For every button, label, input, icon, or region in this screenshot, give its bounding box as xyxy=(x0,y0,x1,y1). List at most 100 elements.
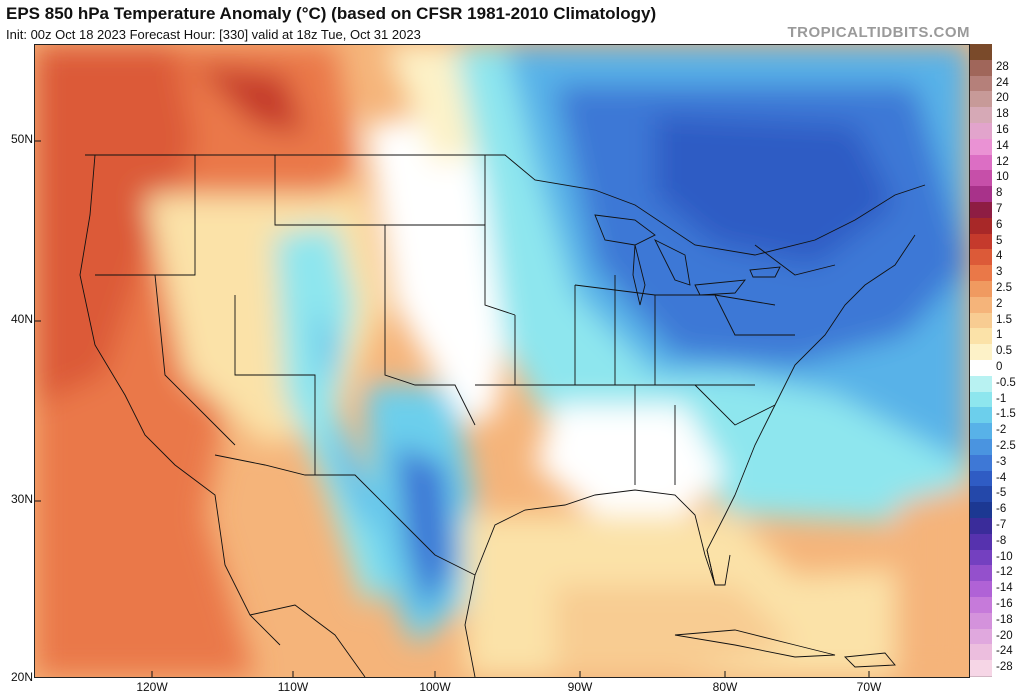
colorbar-level: -10 xyxy=(970,549,1022,567)
colorbar-label: 24 xyxy=(996,76,1009,89)
colorbar-swatch xyxy=(970,154,992,172)
colorbar-label: 1 xyxy=(996,329,1003,342)
colorbar-swatch xyxy=(970,612,992,630)
colorbar-level: -18 xyxy=(970,612,1022,630)
colorbar-level: 4 xyxy=(970,249,1022,267)
lon-label-120w: 120W xyxy=(136,680,168,694)
colorbar-level: -28 xyxy=(970,660,1022,677)
colorbar-label: 1.5 xyxy=(996,313,1012,326)
colorbar-level: 7 xyxy=(970,202,1022,219)
colorbar-level: 1.5 xyxy=(970,312,1022,330)
colorbar-label: 20 xyxy=(996,92,1009,105)
colorbar-swatch xyxy=(970,312,992,330)
colorbar-label: -7 xyxy=(996,519,1007,531)
colorbar-swatch xyxy=(970,533,992,551)
colorbar-level: 28 xyxy=(970,59,1022,77)
colorbar-swatch xyxy=(970,75,992,93)
colorbar-level: 8 xyxy=(970,186,1022,203)
lon-label-70w: 70W xyxy=(856,680,882,694)
colorbar-swatch xyxy=(970,296,992,314)
colorbar: 28 24 20 18 16 14 12 10 8 7 6 5 4 3 2.5 2 1.5 1 0.5 0 -0.5 -1… xyxy=(970,44,1022,677)
boundary-lines xyxy=(79,154,926,677)
colorbar-swatch xyxy=(970,454,992,472)
colorbar-label: 18 xyxy=(996,108,1009,121)
colorbar-level: -1.5 xyxy=(970,407,1022,425)
colorbar-swatch xyxy=(970,281,992,298)
colorbar-level: -2 xyxy=(970,423,1022,440)
colorbar-label: 16 xyxy=(996,124,1009,136)
map-svg xyxy=(35,45,969,677)
colorbar-swatch xyxy=(970,518,992,535)
colorbar-level: -7 xyxy=(970,518,1022,535)
colorbar-label: -28 xyxy=(996,661,1013,674)
lon-label-100w: 100W xyxy=(419,680,451,694)
colorbar-level: -12 xyxy=(970,565,1022,583)
axis-ticks xyxy=(35,140,870,677)
colorbar-swatch xyxy=(970,360,992,377)
colorbar-level: 24 xyxy=(970,75,1022,93)
colorbar-label: 10 xyxy=(996,171,1009,184)
colorbar-label: -14 xyxy=(996,582,1013,595)
anomaly-field xyxy=(35,45,969,677)
colorbar-level: 20 xyxy=(970,91,1022,109)
colorbar-level: 14 xyxy=(970,138,1022,156)
colorbar-level: -5 xyxy=(970,486,1022,504)
colorbar-swatch xyxy=(970,328,992,346)
colorbar-swatch xyxy=(970,91,992,109)
colorbar-swatch xyxy=(970,344,992,361)
colorbar-level: -0.5 xyxy=(970,375,1022,393)
colorbar-label: -4 xyxy=(996,471,1007,484)
colorbar-label: -5 xyxy=(996,487,1007,500)
colorbar-level: 6 xyxy=(970,217,1022,235)
colorbar-label: -2 xyxy=(996,424,1007,437)
colorbar-label: 4 xyxy=(996,250,1003,263)
colorbar-level: 2 xyxy=(970,296,1022,314)
colorbar-label: -3 xyxy=(996,455,1007,468)
colorbar-label: 3 xyxy=(996,266,1003,279)
colorbar-level: -14 xyxy=(970,581,1022,598)
colorbar-level: -16 xyxy=(970,597,1022,614)
colorbar-label: -0.5 xyxy=(996,376,1016,389)
colorbar-swatch xyxy=(970,407,992,425)
colorbar-swatch xyxy=(970,660,992,677)
colorbar-label: -16 xyxy=(996,598,1013,610)
colorbar-level: 0.5 xyxy=(970,344,1022,361)
colorbar-level: -1 xyxy=(970,391,1022,409)
colorbar-label: 6 xyxy=(996,218,1003,231)
colorbar-swatch xyxy=(970,439,992,456)
lon-label-90w: 90W xyxy=(567,680,593,694)
lat-label-20n: 20N xyxy=(10,670,33,684)
colorbar-swatch xyxy=(970,170,992,188)
colorbar-swatch xyxy=(970,581,992,598)
colorbar-swatch xyxy=(970,597,992,614)
colorbar-level: -3 xyxy=(970,454,1022,472)
colorbar-level xyxy=(970,44,1022,61)
colorbar-level: -4 xyxy=(970,470,1022,488)
colorbar-label: -1 xyxy=(996,392,1007,405)
colorbar-level: 1 xyxy=(970,328,1022,346)
colorbar-level: 18 xyxy=(970,107,1022,124)
colorbar-label: 5 xyxy=(996,234,1003,247)
map-title: EPS 850 hPa Temperature Anomaly (°C) (ba… xyxy=(6,4,657,23)
colorbar-swatch xyxy=(970,486,992,504)
colorbar-level: 10 xyxy=(970,170,1022,188)
colorbar-swatch xyxy=(970,107,992,124)
colorbar-swatch xyxy=(970,565,992,583)
colorbar-level: -20 xyxy=(970,628,1022,646)
colorbar-level: 0 xyxy=(970,360,1022,377)
colorbar-level: 2.5 xyxy=(970,281,1022,298)
colorbar-level: -6 xyxy=(970,502,1022,519)
colorbar-label: 28 xyxy=(996,60,1009,73)
colorbar-swatch xyxy=(970,249,992,267)
colorbar-level: -2.5 xyxy=(970,439,1022,456)
colorbar-label: 14 xyxy=(996,139,1009,152)
lon-label-110w: 110W xyxy=(277,680,309,694)
colorbar-label: 12 xyxy=(996,155,1009,168)
colorbar-swatch xyxy=(970,217,992,235)
colorbar-label: -6 xyxy=(996,503,1007,516)
colorbar-swatch xyxy=(970,138,992,156)
colorbar-swatch xyxy=(970,59,992,77)
colorbar-label: 0.5 xyxy=(996,345,1012,358)
colorbar-swatch xyxy=(970,375,992,393)
colorbar-label: -24 xyxy=(996,645,1013,658)
